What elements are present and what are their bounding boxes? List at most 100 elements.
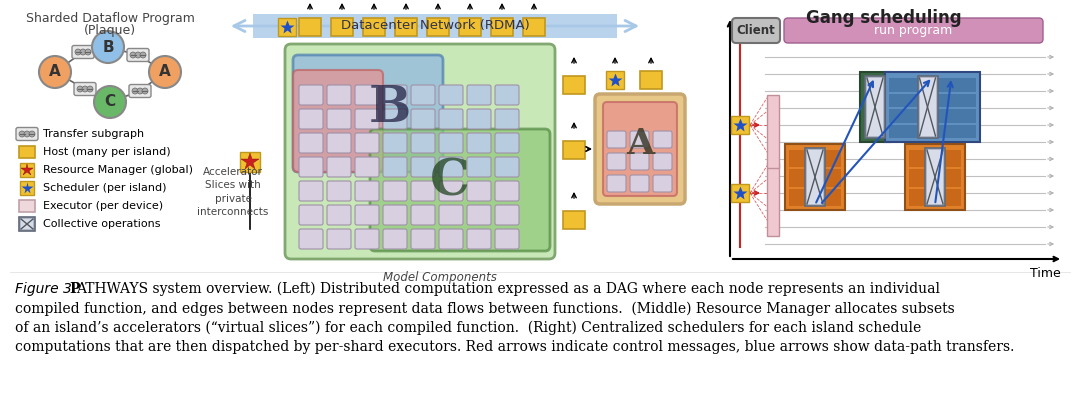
FancyBboxPatch shape [355,205,379,225]
Bar [253,14,617,38]
FancyBboxPatch shape [495,181,519,201]
Bar [807,150,823,204]
Text: Datacenter Network (RDMA): Datacenter Network (RDMA) [340,18,529,31]
FancyBboxPatch shape [438,205,463,225]
Text: Scheduler (per island): Scheduler (per island) [43,183,166,193]
Bar [427,18,449,36]
Bar [905,144,966,210]
FancyBboxPatch shape [467,181,491,201]
Text: Collective operations: Collective operations [43,219,161,229]
FancyBboxPatch shape [438,133,463,153]
Text: Resource Manager (global): Resource Manager (global) [43,165,193,175]
FancyBboxPatch shape [72,46,94,59]
Bar [909,169,961,187]
Bar [909,189,961,206]
FancyBboxPatch shape [299,85,323,105]
Bar [19,217,35,231]
FancyBboxPatch shape [438,85,463,105]
Text: B: B [103,39,113,55]
Circle shape [92,31,124,63]
Bar [789,150,841,167]
Circle shape [85,49,91,55]
Text: Time: Time [1030,267,1061,280]
FancyBboxPatch shape [495,229,519,249]
Circle shape [149,56,181,88]
Text: Client: Client [737,24,775,37]
FancyBboxPatch shape [299,109,323,129]
Bar [924,148,945,206]
FancyBboxPatch shape [355,133,379,153]
Text: ATHWAYS system overview. (Left) Distributed computation expressed as a DAG where: ATHWAYS system overview. (Left) Distribu… [76,282,940,296]
Bar [21,163,33,177]
Bar [789,189,841,206]
FancyBboxPatch shape [630,153,649,170]
FancyBboxPatch shape [784,18,1043,43]
FancyBboxPatch shape [327,205,351,225]
FancyBboxPatch shape [411,229,435,249]
Bar [240,152,260,172]
Circle shape [140,52,146,58]
Bar [606,71,624,89]
Bar [785,144,845,210]
Circle shape [29,131,35,137]
FancyBboxPatch shape [16,127,38,140]
FancyBboxPatch shape [327,85,351,105]
FancyBboxPatch shape [327,229,351,249]
FancyBboxPatch shape [293,55,443,172]
Circle shape [19,131,25,137]
Text: A: A [626,127,654,161]
FancyBboxPatch shape [411,109,435,129]
Text: Model Components: Model Components [383,271,497,284]
FancyBboxPatch shape [438,157,463,177]
FancyBboxPatch shape [299,157,323,177]
FancyBboxPatch shape [438,229,463,249]
FancyBboxPatch shape [595,94,685,204]
Text: A: A [159,64,171,79]
Bar [919,78,935,136]
Text: A: A [49,64,60,79]
FancyBboxPatch shape [732,18,780,43]
FancyBboxPatch shape [653,131,672,148]
Text: P: P [69,282,80,296]
FancyBboxPatch shape [355,85,379,105]
Bar [927,150,943,204]
Bar [909,150,961,167]
Circle shape [80,49,86,55]
Text: run program: run program [875,24,953,37]
Bar [523,18,545,36]
FancyBboxPatch shape [411,205,435,225]
Bar [805,148,825,206]
FancyBboxPatch shape [411,157,435,177]
FancyBboxPatch shape [293,70,383,172]
Circle shape [141,88,148,94]
FancyBboxPatch shape [495,133,519,153]
Circle shape [94,86,126,118]
FancyBboxPatch shape [355,229,379,249]
FancyBboxPatch shape [653,153,672,170]
FancyBboxPatch shape [467,157,491,177]
Text: Executor (per device): Executor (per device) [43,201,163,211]
FancyBboxPatch shape [411,133,435,153]
FancyBboxPatch shape [411,85,435,105]
Bar [21,219,33,229]
Bar [563,76,585,94]
Bar [491,18,513,36]
Text: of an island’s accelerators (“virtual slices”) for each compiled function.  (Rig: of an island’s accelerators (“virtual sl… [15,321,921,335]
Text: C: C [105,94,116,109]
Bar [865,76,885,138]
Text: (Plaque): (Plaque) [84,24,136,37]
FancyBboxPatch shape [653,175,672,192]
Text: Transfer subgraph: Transfer subgraph [43,129,144,139]
Bar [767,162,779,236]
Bar [889,94,976,107]
FancyBboxPatch shape [495,205,519,225]
Bar [19,146,35,158]
Bar [19,200,35,212]
Circle shape [24,131,30,137]
Text: C: C [430,158,470,206]
Bar [918,76,937,138]
FancyBboxPatch shape [467,229,491,249]
FancyBboxPatch shape [355,109,379,129]
FancyBboxPatch shape [607,175,626,192]
Circle shape [87,86,93,92]
